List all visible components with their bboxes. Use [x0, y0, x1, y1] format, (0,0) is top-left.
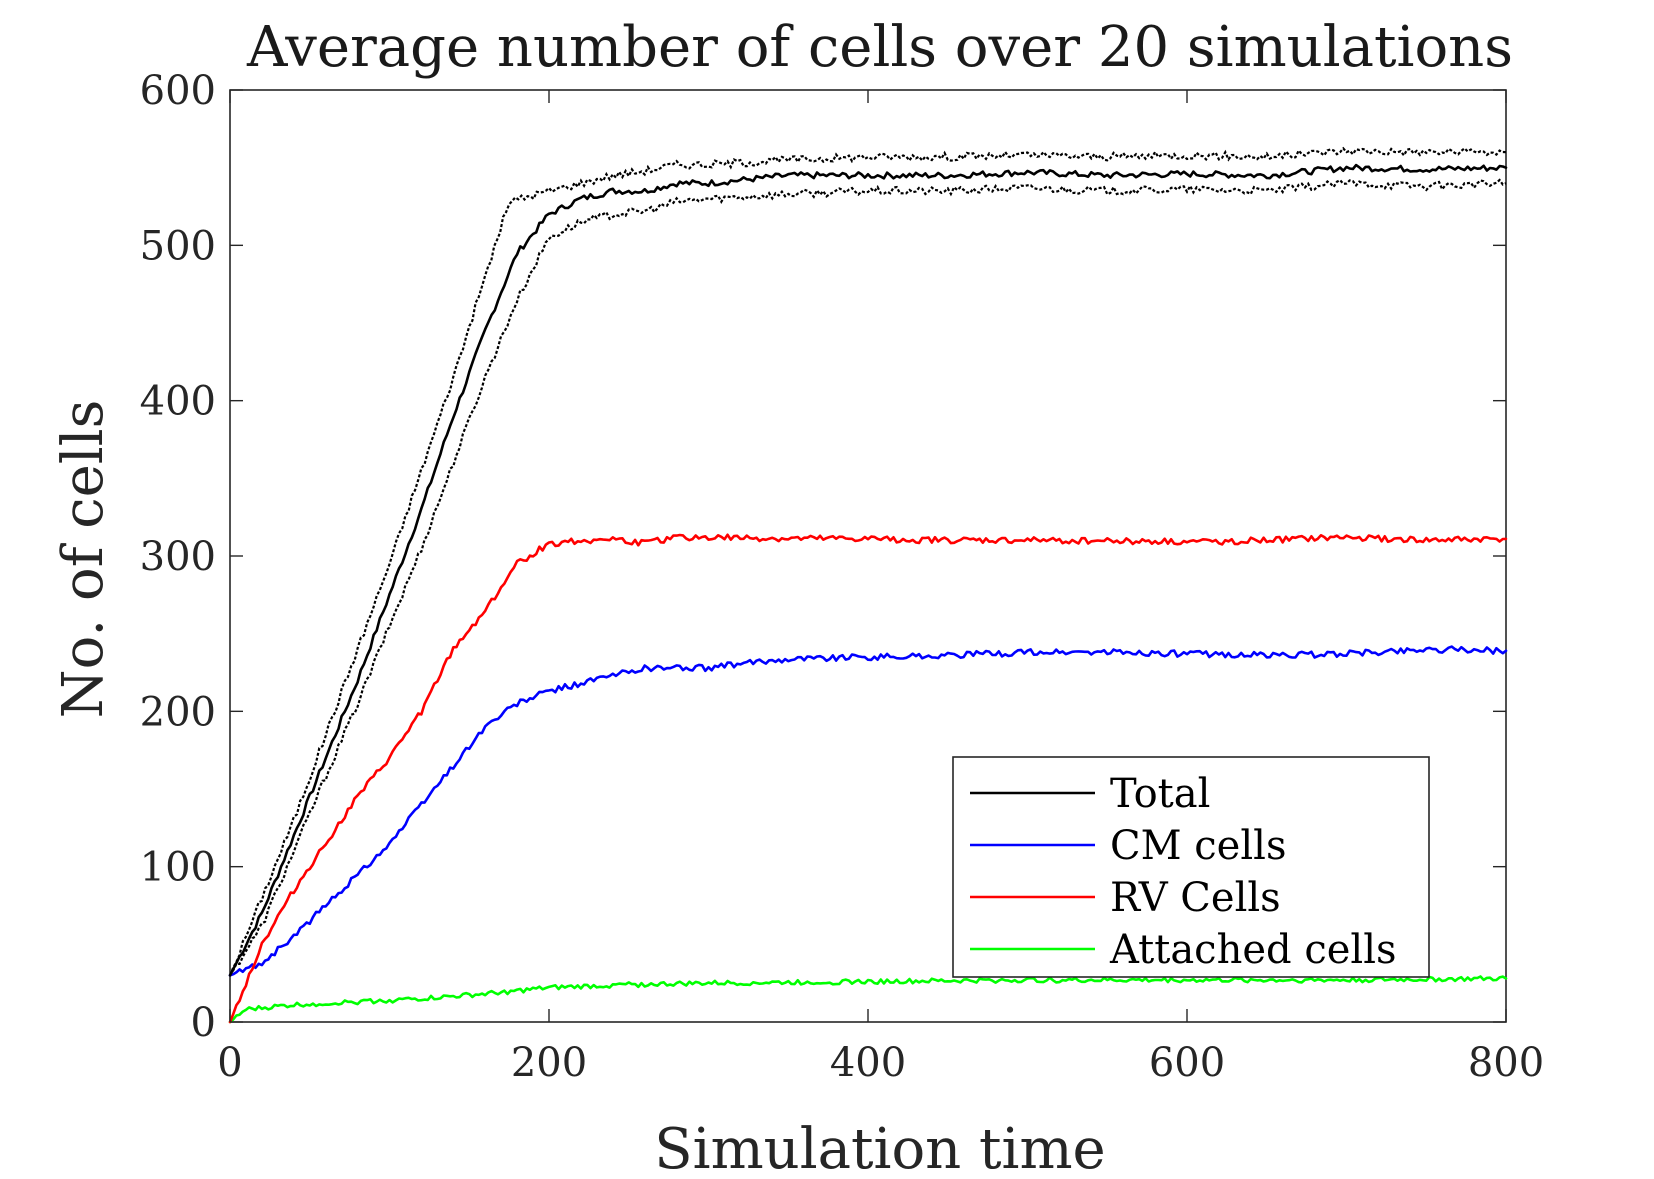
y-tick-label: 600 [140, 68, 216, 114]
chart-title: Average number of cells over 20 simulati… [246, 15, 1513, 80]
legend-label-rv-cells: RV Cells [1110, 875, 1281, 921]
total-band-line-lower [229, 178, 1507, 976]
y-tick-label: 500 [140, 223, 216, 269]
series-line-cm-cells [228, 645, 1508, 977]
y-tick-label: 0 [191, 1000, 216, 1046]
legend: Total CM cells RV Cells Attached cells [952, 756, 1430, 978]
x-tick-label: 800 [1468, 1040, 1544, 1086]
x-tick-label: 400 [830, 1040, 906, 1086]
series-line-attached-cells [228, 975, 1508, 1024]
x-tick-label: 0 [217, 1040, 242, 1086]
x-tick-label: 600 [1149, 1040, 1225, 1086]
y-axis-label: No. of cells [51, 400, 116, 719]
series-line-rv-cells [228, 533, 1508, 1024]
x-axis-label: Simulation time [654, 1117, 1105, 1179]
x-tick-label: 200 [511, 1040, 587, 1086]
legend-label-cm-cells: CM cells [1110, 823, 1286, 869]
plot-area: 0 200 400 600 800 0 100 200 300 400 500 600 [140, 68, 1545, 1086]
legend-label-total: Total [1110, 771, 1210, 817]
y-tick-label: 100 [140, 845, 216, 891]
y-tick-label: 400 [140, 379, 216, 425]
y-tick-label: 200 [140, 689, 216, 735]
legend-label-attached-cells: Attached cells [1109, 927, 1397, 973]
total-band-line-upper [228, 146, 1507, 976]
series-line-total [228, 163, 1508, 977]
confidence-bands [228, 146, 1507, 976]
y-tick-label: 300 [140, 534, 216, 580]
axis-ticks: 0 200 400 600 800 0 100 200 300 400 500 600 [140, 68, 1545, 1086]
series-lines [228, 163, 1508, 1024]
